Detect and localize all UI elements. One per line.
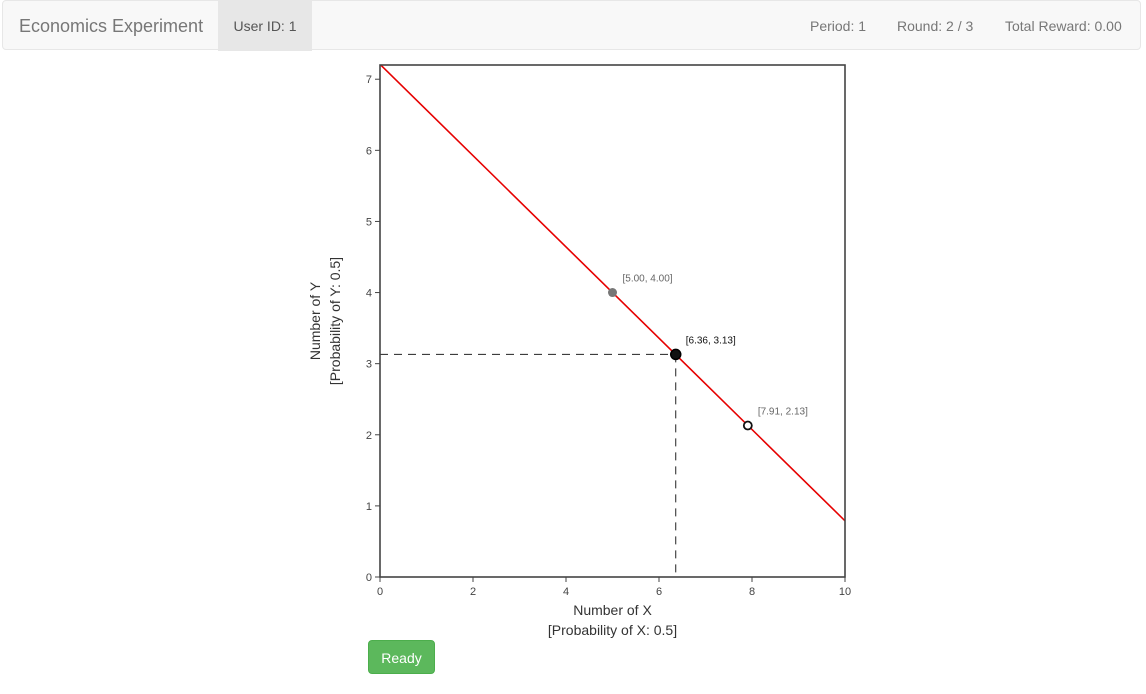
y-tick-label: 0 (366, 572, 372, 584)
x-axis-label: Number of X (573, 602, 652, 618)
navbar: Economics Experiment User ID: 1 Period: … (2, 0, 1141, 51)
data-point[interactable] (669, 348, 682, 361)
plot-frame (379, 64, 846, 578)
x-tick-label: 2 (470, 586, 476, 598)
y-tick-label: 6 (366, 145, 372, 157)
y-axis-label: Number of Y (307, 281, 323, 360)
y-tick-label: 2 (366, 430, 372, 442)
y-tick-label: 7 (366, 74, 372, 86)
round-status: Round: 2 / 3 (897, 18, 974, 34)
y-tick-label: 5 (366, 216, 372, 228)
x-tick-label: 6 (656, 586, 662, 598)
period-status: Period: 1 (810, 18, 867, 34)
data-point-label: [6.36, 3.13] (686, 335, 736, 346)
user-id-tab[interactable]: User ID: 1 (218, 1, 312, 51)
y-tick-label: 4 (366, 288, 372, 300)
y-axis-sublabel: [Probability of Y: 0.5] (327, 257, 343, 385)
brand-title[interactable]: Economics Experiment (19, 16, 204, 36)
ready-button[interactable]: Ready (368, 640, 435, 674)
data-point-label: [5.00, 4.00] (623, 274, 673, 285)
y-tick-label: 1 (366, 501, 372, 513)
x-tick-label: 10 (839, 586, 851, 598)
x-tick-label: 0 (377, 586, 383, 598)
x-axis-sublabel: [Probability of X: 0.5] (548, 622, 677, 638)
data-point[interactable] (742, 420, 753, 431)
x-tick-label: 4 (563, 586, 569, 598)
x-tick-label: 8 (749, 586, 755, 598)
data-point[interactable] (608, 288, 617, 298)
y-tick-label: 3 (366, 359, 372, 371)
total-reward-status: Total Reward: 0.00 (1005, 18, 1122, 34)
data-point-label: [7.91, 2.13] (758, 407, 808, 418)
